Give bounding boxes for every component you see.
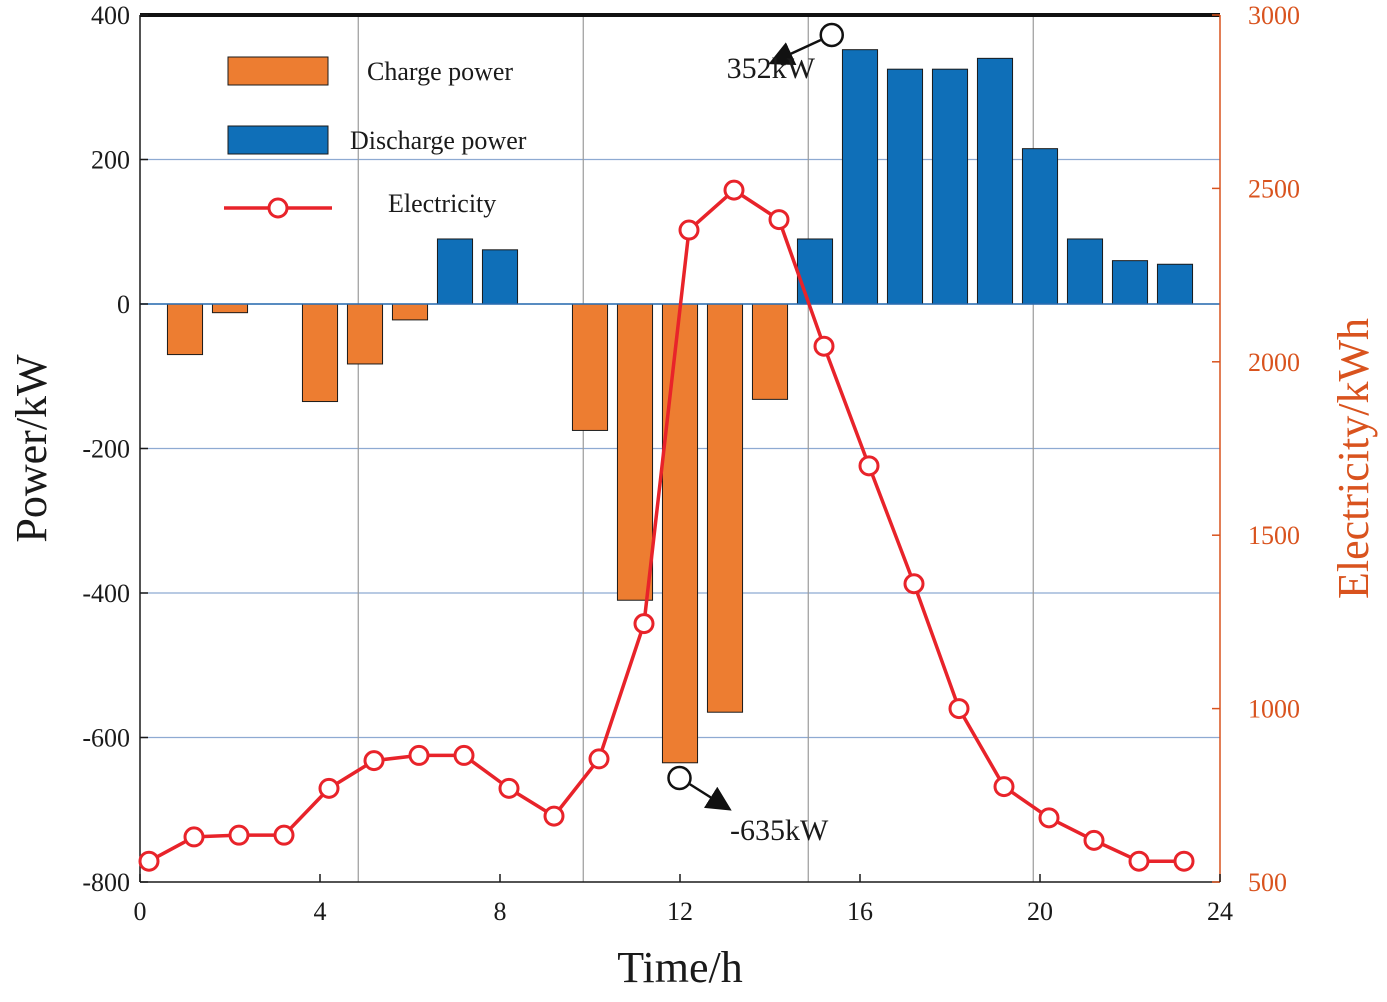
electricity-point xyxy=(1038,807,1060,829)
discharge-bar xyxy=(481,249,519,305)
right-tick-label: 3000 xyxy=(1248,1,1300,30)
electricity-point xyxy=(903,573,925,595)
electricity-point xyxy=(948,698,970,720)
electricity-point xyxy=(723,179,745,201)
charge-bar xyxy=(571,303,609,431)
charge-bar xyxy=(706,303,744,713)
left-tick-label: -600 xyxy=(82,724,130,753)
electricity-point xyxy=(813,335,835,357)
electricity-point xyxy=(183,826,205,848)
x-axis-title: Time/h xyxy=(617,943,743,992)
legend: Charge power Discharge power Electricity xyxy=(224,56,527,219)
electricity-point xyxy=(1083,829,1105,851)
discharge-bar xyxy=(796,238,834,305)
electricity-point xyxy=(453,744,475,766)
discharge-bar xyxy=(1066,238,1104,305)
annotations: 352kW -635kW xyxy=(667,22,844,847)
annotation-label-max: 352kW xyxy=(727,52,816,85)
charge-bar xyxy=(301,303,339,403)
electricity-point xyxy=(858,455,880,477)
axis-titles: Time/h Power/kW Electricity/kWh xyxy=(7,318,1378,992)
right-tick-label: 1500 xyxy=(1248,521,1300,550)
charge-bar xyxy=(211,303,249,314)
left-tick-label: 0 xyxy=(117,290,130,319)
legend-swatch-discharge xyxy=(227,125,329,155)
discharge-bar xyxy=(931,68,969,305)
charge-bar xyxy=(751,303,789,400)
charge-bar xyxy=(616,303,654,601)
electricity-line xyxy=(138,179,1195,872)
discharge-bar xyxy=(886,68,924,305)
legend-label-charge: Charge power xyxy=(367,57,513,86)
electricity-point xyxy=(633,613,655,635)
electricity-point xyxy=(318,777,340,799)
annotation-marker-max xyxy=(819,22,844,48)
electricity-point xyxy=(993,776,1015,798)
left-tick-label: -400 xyxy=(82,579,130,608)
electricity-point xyxy=(543,805,565,827)
left-tick-label: 200 xyxy=(91,146,130,175)
electricity-point xyxy=(138,850,160,872)
y-axis-title-right: Electricity/kWh xyxy=(1329,318,1378,599)
discharge-bar xyxy=(436,238,474,305)
left-tick-label: -800 xyxy=(82,868,130,897)
right-tick-label: 1000 xyxy=(1248,695,1300,724)
discharge-bar xyxy=(1111,260,1149,305)
x-tick-label: 4 xyxy=(314,897,327,926)
discharge-bar xyxy=(1021,148,1059,305)
left-tick-label: 400 xyxy=(91,1,130,30)
annotation-arrow-max xyxy=(768,38,822,65)
legend-swatch-charge xyxy=(227,56,329,86)
electricity-point xyxy=(273,824,295,846)
bars xyxy=(166,49,1194,764)
annotation-arrow-min xyxy=(688,782,732,811)
electricity-point xyxy=(1128,850,1150,872)
axes: 4002000-200-400-600-80030002500200015001… xyxy=(82,1,1300,926)
legend-label-discharge: Discharge power xyxy=(350,126,527,155)
charge-bar xyxy=(166,303,204,356)
x-tick-label: 0 xyxy=(134,897,147,926)
discharge-bar xyxy=(976,57,1014,305)
charge-bar xyxy=(346,303,384,365)
electricity-point xyxy=(363,750,385,772)
x-tick-label: 16 xyxy=(847,897,873,926)
x-tick-label: 24 xyxy=(1207,897,1233,926)
x-tick-label: 8 xyxy=(494,897,507,926)
charge-bar xyxy=(391,303,429,321)
annotation-label-min: -635kW xyxy=(730,814,829,847)
electricity-point xyxy=(498,777,520,799)
legend-label-electricity: Electricity xyxy=(388,189,496,218)
x-tick-label: 20 xyxy=(1027,897,1053,926)
right-tick-label: 500 xyxy=(1248,868,1287,897)
charge-bar xyxy=(661,303,699,764)
right-tick-label: 2000 xyxy=(1248,348,1300,377)
right-tick-label: 2500 xyxy=(1248,174,1300,203)
electricity-point xyxy=(588,748,610,770)
annotation-marker-min xyxy=(667,765,692,791)
y-axis-title-left: Power/kW xyxy=(7,354,56,543)
legend-marker-electricity xyxy=(267,197,289,219)
electricity-point xyxy=(678,219,700,241)
electricity-point xyxy=(1173,850,1195,872)
electricity-point xyxy=(768,209,790,231)
electricity-point xyxy=(408,744,430,766)
electricity-point xyxy=(228,824,250,846)
discharge-bar xyxy=(1156,263,1194,305)
x-tick-label: 12 xyxy=(667,897,693,926)
left-tick-label: -200 xyxy=(82,435,130,464)
discharge-bar xyxy=(841,49,879,305)
